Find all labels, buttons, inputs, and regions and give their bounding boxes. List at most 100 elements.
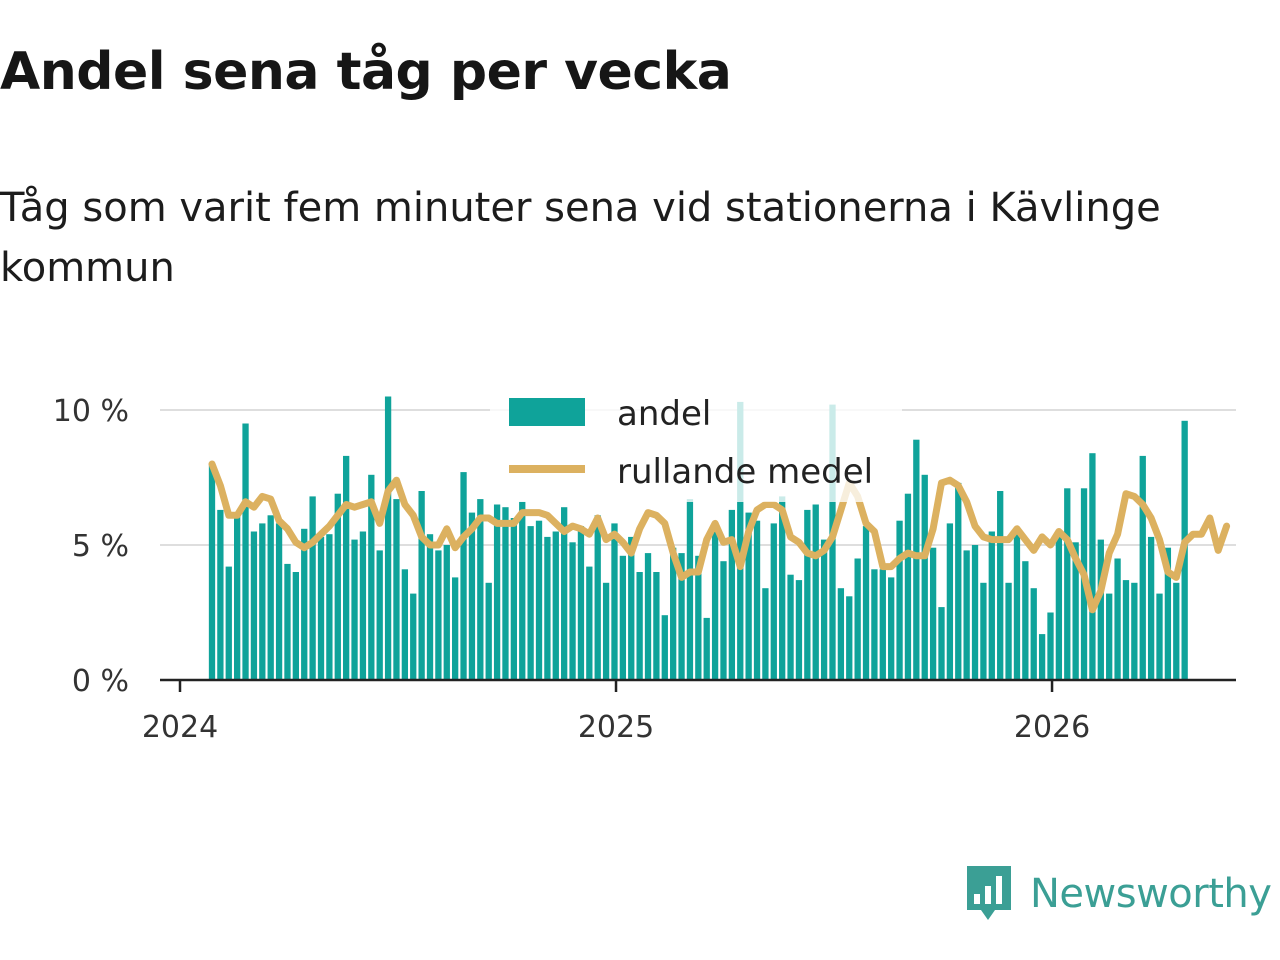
legend-swatch-andel (509, 398, 585, 426)
bar (971, 545, 979, 680)
bar (602, 582, 610, 680)
bar (493, 504, 501, 680)
bar (1030, 588, 1037, 680)
bar (879, 569, 886, 680)
bar (946, 523, 954, 680)
y-axis-labels: 0 % 5 % 10 % (53, 394, 129, 699)
bar (393, 499, 400, 680)
bar (820, 539, 828, 680)
bar (871, 569, 878, 680)
bar (628, 536, 635, 680)
bar (862, 526, 870, 680)
bar (737, 401, 744, 680)
bar (1005, 582, 1012, 680)
bar (1013, 534, 1021, 680)
bar (208, 464, 216, 680)
bar (275, 523, 283, 680)
bar (351, 539, 358, 680)
bar (787, 574, 794, 680)
bar (250, 531, 258, 680)
bar (485, 582, 492, 680)
y-tick-label: 10 % (53, 394, 129, 429)
newsworthy-logo-icon (967, 866, 1011, 920)
bar (1164, 547, 1172, 680)
bar (929, 547, 937, 680)
bar (695, 555, 702, 680)
bar (686, 499, 694, 680)
bar (636, 572, 643, 680)
bar (1122, 580, 1130, 680)
bar (376, 550, 383, 680)
bar (1156, 593, 1163, 680)
x-axis: 2024 2025 2026 (142, 678, 1236, 745)
bar (812, 504, 819, 680)
bar (292, 572, 299, 680)
chart-subtitle: Tåg som varit fem minuter sena vid stati… (0, 185, 1161, 291)
bar (661, 615, 668, 680)
bar (1064, 488, 1071, 680)
bar (703, 617, 710, 680)
newsworthy-brand: Newsworthy (964, 864, 1272, 924)
chart: 2024 2025 2026 0 % 5 % 10 % andel rullande m… (53, 384, 1236, 745)
bar (1022, 561, 1029, 680)
bar (586, 566, 593, 680)
bar (804, 509, 811, 680)
bar (762, 588, 769, 680)
legend: andel rullande medel (490, 384, 902, 502)
bar (343, 455, 350, 680)
bar (1038, 634, 1046, 680)
bar (997, 491, 1004, 680)
x-tick-label: 2024 (142, 710, 218, 745)
bar (1139, 455, 1146, 680)
bar (1131, 582, 1138, 680)
bar (913, 439, 920, 680)
bar (510, 518, 518, 680)
bar (1147, 536, 1155, 680)
bar (728, 509, 736, 680)
bar (552, 531, 559, 680)
bar (921, 474, 928, 680)
bar (569, 542, 576, 680)
bar (225, 566, 232, 680)
bar (443, 545, 450, 680)
bar (1089, 453, 1096, 680)
bar (988, 531, 995, 680)
bar (334, 493, 341, 680)
bar (384, 396, 392, 680)
bar (368, 474, 375, 680)
legend-label-rullande-medel: rullande medel (617, 452, 873, 492)
bar (1114, 558, 1121, 680)
bar (234, 512, 241, 680)
bar (846, 596, 853, 680)
bar (544, 536, 551, 680)
bar (418, 491, 425, 680)
bar (326, 534, 333, 680)
bar (770, 523, 777, 680)
bar (611, 523, 618, 680)
bar (527, 526, 534, 680)
bar (980, 582, 987, 680)
bar (888, 577, 895, 680)
bar (426, 534, 434, 680)
bar (259, 523, 266, 680)
bar (795, 580, 803, 680)
bar (837, 588, 845, 680)
bar (468, 512, 476, 680)
y-tick-label: 5 % (72, 529, 129, 564)
bar (535, 520, 543, 680)
bar (1072, 542, 1079, 680)
bar (1047, 612, 1054, 680)
bar (711, 523, 719, 680)
bar (779, 496, 786, 680)
bar (1106, 593, 1113, 680)
bar (896, 520, 903, 680)
bar (359, 531, 367, 680)
bar (678, 553, 685, 680)
bar (594, 515, 601, 680)
bar (904, 493, 912, 680)
y-tick-label: 0 % (72, 664, 129, 699)
bar (519, 501, 526, 680)
bar (720, 561, 727, 680)
bar (217, 509, 224, 680)
bar (267, 515, 274, 680)
